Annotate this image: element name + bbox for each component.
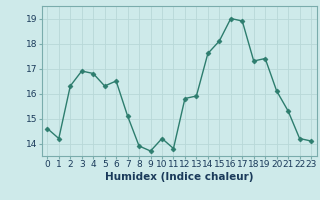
X-axis label: Humidex (Indice chaleur): Humidex (Indice chaleur): [105, 172, 253, 182]
